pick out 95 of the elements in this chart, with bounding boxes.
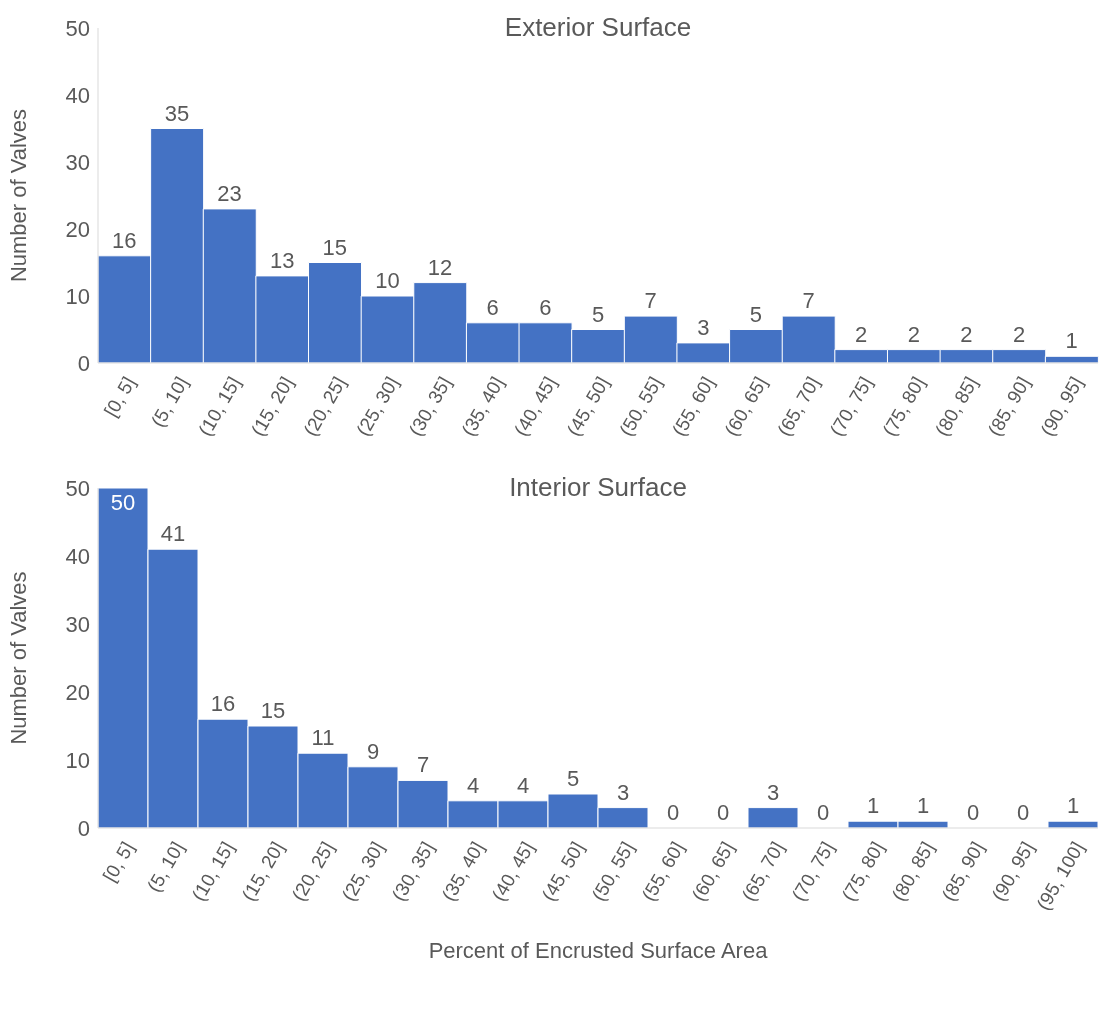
y-tick-label: 30 — [65, 149, 90, 175]
data-label: 0 — [816, 800, 830, 825]
x-tick-label: (45, 50] — [537, 838, 589, 905]
data-label: 0 — [1016, 800, 1030, 825]
chart-title: Exterior Surface — [503, 12, 693, 43]
x-tick-label: (90, 95] — [987, 838, 1039, 905]
x-tick-label: (50, 55] — [615, 373, 666, 440]
data-label: 13 — [269, 247, 295, 273]
data-label: 2 — [960, 321, 973, 347]
x-tick-label: (5, 10] — [146, 373, 193, 431]
x-tick-label: (60, 65] — [720, 373, 772, 440]
data-label: 0 — [716, 800, 730, 825]
y-tick-label: 50 — [65, 15, 90, 41]
x-tick-label: [0, 5] — [100, 373, 140, 421]
data-label: 2 — [1012, 321, 1026, 347]
y-tick-label: 50 — [65, 475, 90, 501]
data-label: 3 — [766, 779, 780, 805]
data-label: 4 — [516, 772, 530, 798]
y-axis-title: Number of Valves — [5, 108, 31, 283]
data-label: 7 — [416, 752, 430, 778]
data-label: 10 — [375, 268, 400, 293]
data-label: 15 — [322, 234, 348, 260]
y-tick-label: 0 — [77, 815, 90, 841]
x-tick-label: (55, 60] — [637, 838, 689, 905]
data-label: 15 — [260, 698, 286, 723]
x-tick-label: (90, 95] — [1036, 373, 1087, 440]
x-tick-label: (55, 60] — [668, 373, 719, 440]
y-tick-label: 40 — [65, 82, 90, 108]
x-tick-label: (65, 70] — [773, 373, 824, 440]
x-tick-label: (10, 15] — [194, 373, 245, 440]
x-tick-label: (20, 25] — [287, 838, 339, 905]
y-tick-label: 10 — [65, 747, 90, 773]
data-label: 0 — [666, 800, 680, 825]
data-label: 16 — [112, 227, 137, 253]
x-tick-label: (85, 90] — [937, 838, 989, 905]
bar — [747, 807, 799, 828]
y-tick-label: 20 — [65, 216, 90, 242]
x-tick-label: (40, 45] — [510, 373, 561, 440]
data-label: 41 — [160, 521, 186, 547]
x-tick-label: (20, 25] — [299, 373, 350, 440]
data-label: 0 — [966, 800, 980, 825]
chart-title: Interior Surface — [509, 472, 687, 502]
data-label: 3 — [616, 779, 630, 805]
x-tick-label: (40, 45] — [487, 838, 539, 905]
data-label: 1 — [866, 793, 880, 819]
y-tick-label: 30 — [65, 611, 90, 637]
data-label: 35 — [164, 100, 190, 126]
x-tick-label: (70, 75] — [825, 373, 877, 440]
x-axis-title: Percent of Encrusted Surface Area — [428, 938, 769, 963]
data-label: 50 — [110, 490, 136, 515]
y-tick-label: 0 — [77, 350, 90, 376]
x-tick-label: (45, 50] — [562, 373, 614, 440]
x-tick-label: (70, 75] — [787, 838, 839, 905]
x-tick-label: (85, 90] — [983, 373, 1035, 440]
x-tick-label: (35, 40] — [437, 838, 489, 905]
x-tick-label: (15, 20] — [237, 838, 289, 905]
x-tick-label: (65, 70] — [737, 838, 789, 905]
y-axis-title: Number of Valves — [5, 571, 31, 745]
data-label: 5 — [566, 766, 580, 791]
x-tick-label: (5, 10] — [143, 838, 189, 896]
x-tick-label: (75, 80] — [837, 838, 889, 905]
data-label: 1 — [916, 793, 930, 819]
data-label: 23 — [217, 180, 242, 206]
data-label: 4 — [466, 772, 480, 798]
x-tick-label: (25, 30] — [337, 838, 389, 905]
x-tick-label: [0, 5] — [98, 838, 139, 886]
x-tick-label: (35, 40] — [457, 373, 508, 440]
data-label: 11 — [311, 725, 335, 751]
x-tick-label: (75, 80] — [878, 373, 929, 440]
x-tick-label: (30, 35] — [387, 838, 439, 905]
data-label: 16 — [210, 691, 236, 717]
x-tick-label: (50, 55] — [587, 838, 639, 905]
data-label: 5 — [749, 301, 763, 327]
x-tick-label: (30, 35] — [404, 373, 456, 440]
data-label: 7 — [644, 288, 657, 314]
data-label: 6 — [486, 294, 499, 320]
x-tick-label: (10, 15] — [187, 838, 239, 905]
data-label: 7 — [802, 288, 815, 314]
y-tick-label: 20 — [65, 679, 90, 705]
x-tick-label: (15, 20] — [246, 373, 298, 440]
data-label: 3 — [697, 314, 710, 340]
x-tick-label: (80, 85] — [887, 838, 939, 905]
data-label: 5 — [591, 301, 605, 327]
data-label: 2 — [907, 321, 920, 347]
x-tick-label: (60, 65] — [687, 838, 739, 905]
y-tick-label: 40 — [65, 543, 90, 569]
x-tick-label: (25, 30] — [352, 373, 403, 440]
data-label: 2 — [855, 321, 868, 347]
data-label: 12 — [427, 254, 453, 280]
x-tick-label: (80, 85] — [931, 373, 982, 440]
data-label: 1 — [1066, 793, 1080, 819]
data-label: 9 — [366, 738, 380, 764]
data-label: 6 — [539, 294, 552, 320]
data-label: 1 — [1065, 328, 1078, 354]
y-tick-label: 10 — [65, 283, 90, 309]
